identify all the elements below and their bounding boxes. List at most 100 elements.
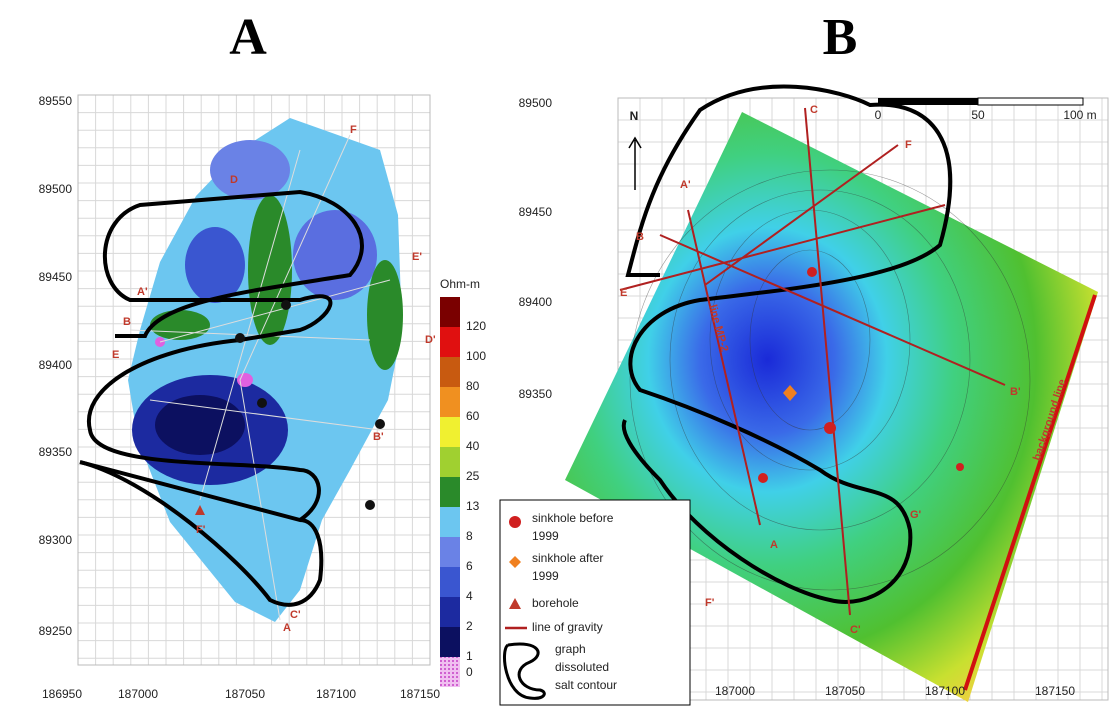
scale-label: 100 m (1063, 108, 1096, 122)
profile-label: A (770, 539, 778, 551)
panel-label: B (823, 9, 858, 66)
borehole-point (235, 333, 245, 343)
colorbar-label: 2 (466, 619, 473, 633)
profile-label: A' (680, 179, 691, 191)
legend-label: dissoluted (555, 660, 609, 674)
colorbar-swatch (440, 567, 460, 597)
y-tick-label: 89400 (39, 358, 73, 372)
profile-label: F (350, 124, 357, 136)
borehole-point (281, 300, 291, 310)
colorbar-swatch (440, 657, 460, 687)
y-tick-label: 89500 (39, 182, 73, 196)
profile-label: D' (425, 334, 436, 346)
legend-box (500, 500, 690, 705)
profile-label: E' (412, 251, 422, 263)
scale-bar (978, 98, 1083, 105)
colorbar-label: 120 (466, 319, 486, 333)
colorbar-unit: Ohm-m (440, 277, 480, 291)
borehole-point (375, 419, 385, 429)
x-tick-label: 187100 (925, 684, 965, 698)
colorbar-swatch (440, 387, 460, 417)
profile-label: E (620, 287, 627, 299)
resistivity-zone (210, 140, 290, 200)
x-tick-label: 186950 (42, 687, 82, 701)
colorbar-label: 6 (466, 559, 473, 573)
x-tick-label: 187000 (118, 687, 158, 701)
x-tick-label: 187150 (1035, 684, 1075, 698)
resistivity-zone (248, 195, 292, 345)
profile-label: G' (910, 509, 922, 521)
profile-label: D (230, 174, 238, 186)
x-tick-label: 187000 (715, 684, 755, 698)
y-tick-label: 89350 (39, 445, 73, 459)
profile-label: A (283, 622, 291, 634)
colorbar-label: 0 (466, 665, 473, 679)
x-tick-label: 187100 (316, 687, 356, 701)
colorbar-swatch (440, 537, 460, 567)
profile-label: A' (137, 286, 148, 298)
profile-label: F' (705, 597, 715, 609)
borehole-point (365, 500, 375, 510)
colorbar-label: 1 (466, 649, 473, 663)
legend-label: sinkhole after (532, 551, 603, 565)
colorbar-swatch (440, 327, 460, 357)
y-tick-label: 89500 (519, 96, 553, 110)
colorbar-label: 13 (466, 499, 480, 513)
legend-label: line of gravity (532, 620, 603, 634)
profile-label: B' (373, 431, 384, 443)
profile-label: F (905, 139, 912, 151)
legend-label: 1999 (532, 569, 559, 583)
y-tick-label: 89350 (519, 387, 553, 401)
colorbar-swatch (440, 507, 460, 537)
legend-symbol (509, 516, 521, 528)
profile-label: C' (290, 609, 301, 621)
profile-label: B' (1010, 386, 1021, 398)
resistivity-zone (367, 260, 403, 370)
profile-label: B (123, 316, 131, 328)
colorbar-swatch (440, 477, 460, 507)
profile-label: F' (196, 524, 206, 536)
colorbar-swatch (440, 597, 460, 627)
figure: mGal0.070.050.030.01-0.01-0.03-0.05-0.07… (0, 0, 1110, 714)
x-tick-label: 187050 (825, 684, 865, 698)
legend-label: graph (555, 642, 586, 656)
legend-label: borehole (532, 596, 579, 610)
y-tick-label: 89400 (519, 295, 553, 309)
resistivity-zone (150, 310, 210, 340)
legend-label: 1999 (532, 529, 559, 543)
x-tick-label: 187150 (400, 687, 440, 701)
borehole-point (257, 398, 267, 408)
profile-label: C (810, 104, 818, 116)
y-tick-label: 89450 (39, 270, 73, 284)
resistivity-zone (155, 395, 245, 455)
resistivity-zone (185, 227, 245, 303)
legend-label: salt contour (555, 678, 617, 692)
colorbar-label: 4 (466, 589, 473, 603)
north-label: N (630, 109, 639, 123)
y-tick-label: 89250 (39, 624, 73, 638)
scale-label: 50 (971, 108, 985, 122)
scale-bar (878, 98, 978, 105)
profile-label: B (636, 231, 644, 243)
x-tick-label: 187050 (225, 687, 265, 701)
scale-label: 0 (875, 108, 882, 122)
y-tick-label: 89300 (39, 533, 73, 547)
colorbar-label: 100 (466, 349, 486, 363)
colorbar-label: 8 (466, 529, 473, 543)
colorbar: Ohm-m 120 100 80 60 40 25 13 8 6 4 2 1 0 (440, 277, 486, 687)
legend-label: sinkhole before (532, 511, 614, 525)
colorbar-label: 40 (466, 439, 480, 453)
profile-label: C' (850, 624, 861, 636)
sinkhole (237, 373, 253, 387)
colorbar-swatch (440, 417, 460, 447)
colorbar-swatch (440, 297, 460, 327)
colorbar-label: 80 (466, 379, 480, 393)
colorbar-label: 25 (466, 469, 480, 483)
colorbar-label: 60 (466, 409, 480, 423)
profile-label: E (112, 349, 119, 361)
colorbar-swatch (440, 447, 460, 477)
y-tick-label: 89450 (519, 205, 553, 219)
panel-label: A (229, 9, 267, 66)
colorbar-swatch (440, 627, 460, 657)
colorbar-swatch (440, 357, 460, 387)
